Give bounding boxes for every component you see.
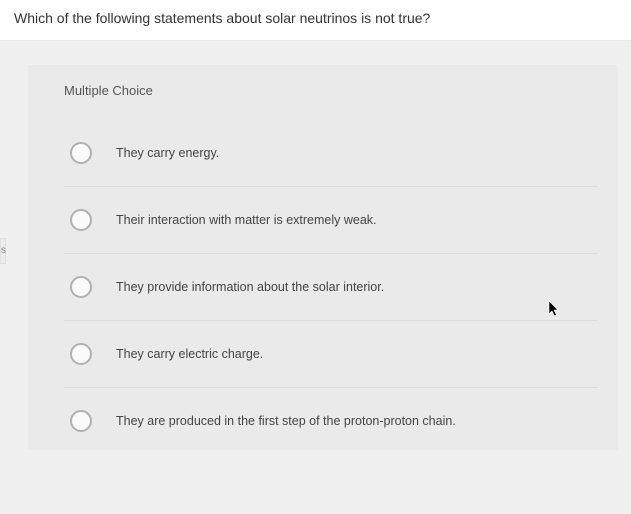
question-bar: Which of the following statements about … — [0, 0, 631, 41]
radio-icon[interactable] — [70, 142, 92, 164]
option-row[interactable]: They carry electric charge. — [64, 321, 598, 388]
option-row[interactable]: They carry energy. — [64, 120, 598, 187]
option-row[interactable]: They are produced in the first step of t… — [64, 388, 598, 442]
question-text: Which of the following statements about … — [14, 10, 430, 26]
multiple-choice-header: Multiple Choice — [64, 83, 598, 98]
radio-icon[interactable] — [70, 410, 92, 432]
option-label: Their interaction with matter is extreme… — [116, 213, 377, 227]
option-row[interactable]: Their interaction with matter is extreme… — [64, 187, 598, 254]
left-side-stub: s — [0, 238, 6, 264]
radio-icon[interactable] — [70, 276, 92, 298]
option-label: They carry energy. — [116, 146, 219, 160]
multiple-choice-panel: Multiple Choice They carry energy. Their… — [28, 65, 618, 450]
radio-icon[interactable] — [70, 343, 92, 365]
option-label: They provide information about the solar… — [116, 280, 384, 294]
option-label: They carry electric charge. — [116, 347, 263, 361]
option-label: They are produced in the first step of t… — [116, 414, 456, 428]
radio-icon[interactable] — [70, 209, 92, 231]
option-row[interactable]: They provide information about the solar… — [64, 254, 598, 321]
